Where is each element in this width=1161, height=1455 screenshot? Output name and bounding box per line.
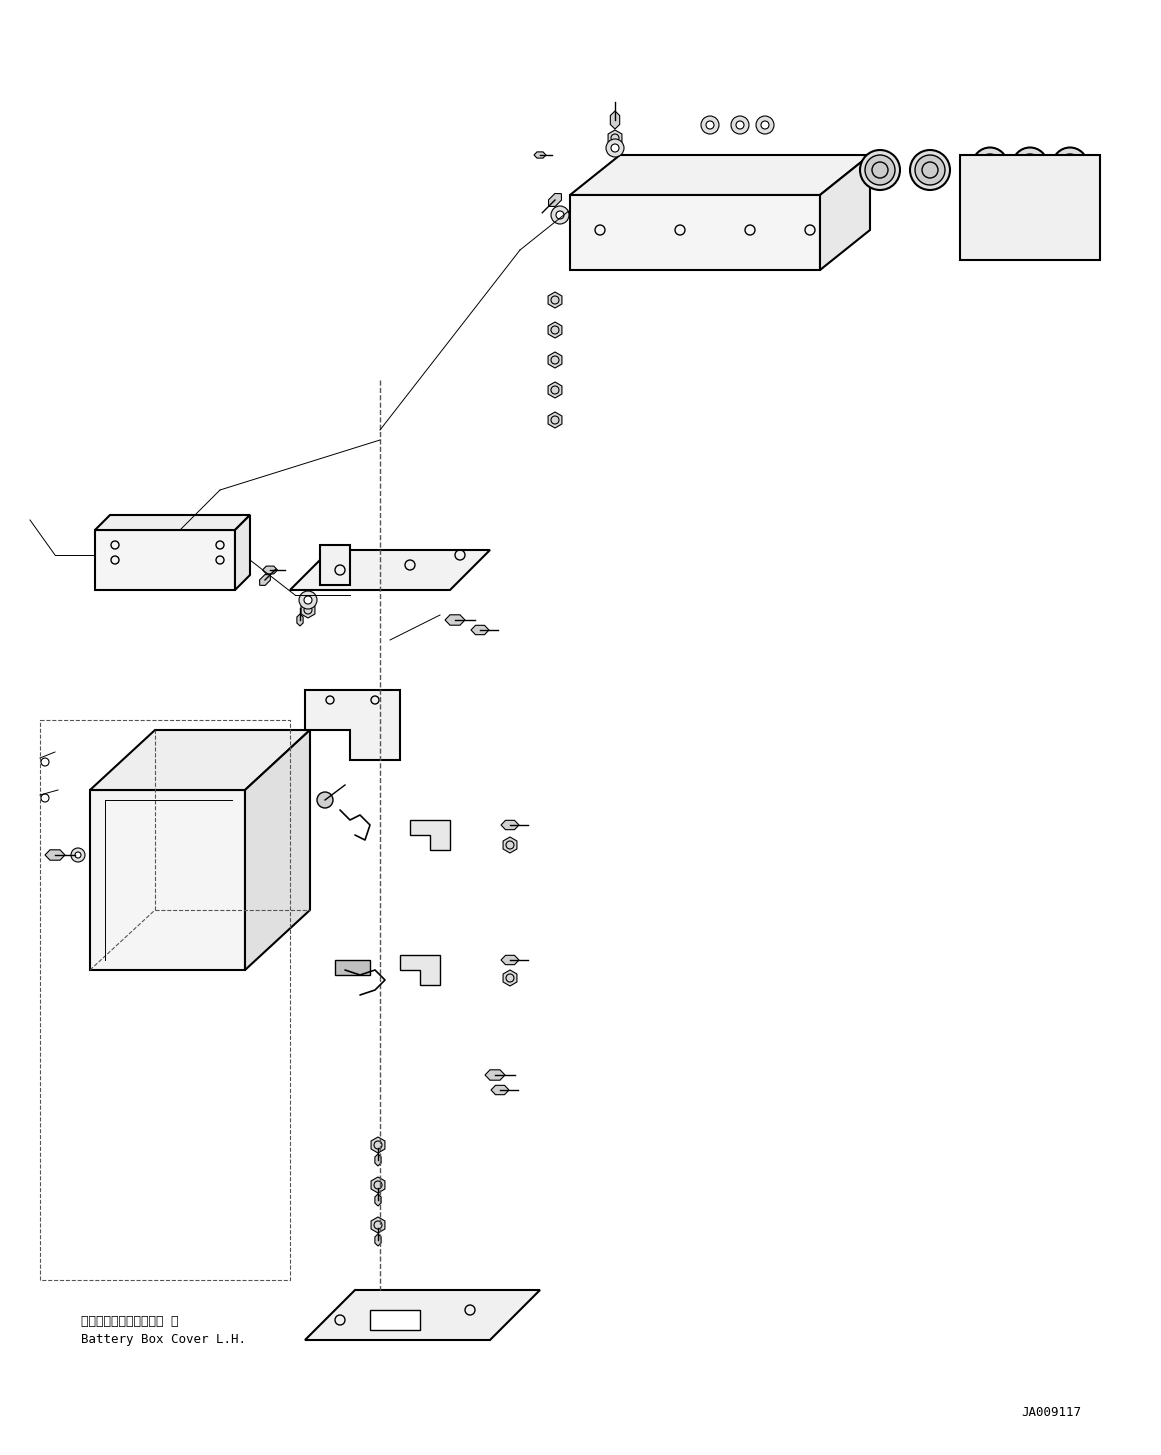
Circle shape xyxy=(706,121,714,129)
Polygon shape xyxy=(491,1085,509,1094)
Ellipse shape xyxy=(1019,154,1041,176)
Polygon shape xyxy=(370,1310,420,1330)
Circle shape xyxy=(304,597,312,604)
Polygon shape xyxy=(410,821,450,850)
Circle shape xyxy=(731,116,749,134)
Polygon shape xyxy=(260,575,271,585)
Polygon shape xyxy=(611,111,620,129)
Polygon shape xyxy=(548,412,562,428)
Ellipse shape xyxy=(973,147,1008,182)
Polygon shape xyxy=(570,156,870,195)
Ellipse shape xyxy=(860,150,900,191)
Ellipse shape xyxy=(910,150,950,191)
Polygon shape xyxy=(445,615,466,626)
Polygon shape xyxy=(95,530,235,589)
Polygon shape xyxy=(320,546,349,585)
Polygon shape xyxy=(502,821,519,829)
Polygon shape xyxy=(375,1154,381,1165)
Polygon shape xyxy=(548,352,562,368)
Ellipse shape xyxy=(915,156,945,185)
Polygon shape xyxy=(305,1291,540,1340)
Polygon shape xyxy=(336,960,370,975)
Polygon shape xyxy=(548,322,562,338)
Polygon shape xyxy=(960,156,1099,260)
Polygon shape xyxy=(548,194,562,207)
Polygon shape xyxy=(297,614,303,626)
Polygon shape xyxy=(471,626,489,634)
Polygon shape xyxy=(45,850,65,860)
Circle shape xyxy=(551,207,569,224)
Polygon shape xyxy=(375,1234,381,1245)
Ellipse shape xyxy=(1059,154,1081,176)
Circle shape xyxy=(75,853,81,858)
Polygon shape xyxy=(375,1195,381,1206)
Circle shape xyxy=(611,144,619,151)
Ellipse shape xyxy=(1053,147,1088,182)
Polygon shape xyxy=(245,730,310,970)
Polygon shape xyxy=(235,515,250,589)
Polygon shape xyxy=(91,790,245,970)
Polygon shape xyxy=(301,602,315,618)
Circle shape xyxy=(300,591,317,610)
Circle shape xyxy=(556,211,564,220)
Polygon shape xyxy=(372,1216,385,1232)
Circle shape xyxy=(756,116,774,134)
Polygon shape xyxy=(91,730,310,790)
Circle shape xyxy=(736,121,744,129)
Polygon shape xyxy=(548,292,562,308)
Polygon shape xyxy=(401,954,440,985)
Polygon shape xyxy=(534,151,546,159)
Polygon shape xyxy=(503,970,517,986)
Circle shape xyxy=(71,848,85,861)
Polygon shape xyxy=(608,129,622,146)
Circle shape xyxy=(760,121,769,129)
Polygon shape xyxy=(485,1069,505,1080)
Text: バッテリボックスカバー 左: バッテリボックスカバー 左 xyxy=(81,1315,179,1328)
Polygon shape xyxy=(820,156,870,271)
Polygon shape xyxy=(290,550,490,589)
Polygon shape xyxy=(503,837,517,853)
Polygon shape xyxy=(305,690,401,760)
Polygon shape xyxy=(570,195,820,271)
Text: Battery Box Cover L.H.: Battery Box Cover L.H. xyxy=(81,1333,246,1346)
Polygon shape xyxy=(262,566,277,573)
Polygon shape xyxy=(548,383,562,399)
Ellipse shape xyxy=(1012,147,1047,182)
Circle shape xyxy=(317,792,333,808)
Polygon shape xyxy=(95,515,250,530)
Circle shape xyxy=(701,116,719,134)
Polygon shape xyxy=(372,1136,385,1152)
Ellipse shape xyxy=(979,154,1001,176)
Text: JA009117: JA009117 xyxy=(1022,1406,1082,1419)
Ellipse shape xyxy=(865,156,895,185)
Polygon shape xyxy=(372,1177,385,1193)
Polygon shape xyxy=(502,956,519,965)
Circle shape xyxy=(606,140,623,157)
